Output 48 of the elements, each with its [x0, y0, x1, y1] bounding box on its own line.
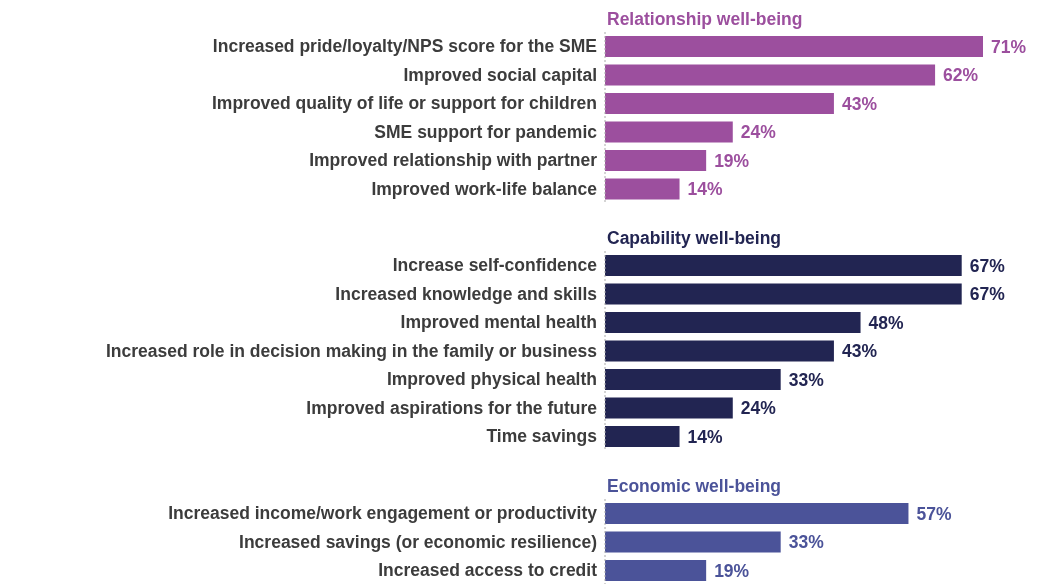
data-label: 33%	[788, 369, 825, 390]
chart-title: Capability well-being	[607, 227, 783, 249]
data-label: 24%	[740, 122, 777, 143]
data-label: 67%	[969, 255, 1006, 276]
bar	[605, 178, 680, 200]
data-label: 43%	[841, 341, 878, 362]
bar	[605, 149, 707, 171]
y-tick-label: Increased access to credit	[378, 559, 598, 580]
y-tick-label: SME support for pandemic	[374, 121, 598, 142]
chart-title: Relationship well-being	[607, 8, 804, 30]
data-label: 14%	[687, 426, 723, 447]
y-tick-label: Improved aspirations for the future	[306, 397, 598, 418]
data-label: 43%	[841, 93, 878, 114]
data-label: 71%	[991, 36, 1027, 57]
y-tick-label: Improved work-life balance	[371, 178, 598, 199]
y-tick-label: Improved mental health	[400, 312, 597, 333]
data-label: 14%	[687, 179, 723, 200]
bar	[605, 311, 861, 333]
bar	[605, 283, 962, 305]
data-label: 57%	[916, 503, 952, 524]
bar	[605, 397, 733, 419]
y-tick-label: Increased role in decision making in the family or business	[105, 340, 598, 361]
y-tick-label: Increased income/work engagement or productivity	[168, 502, 598, 523]
bar	[605, 368, 781, 390]
data-label: 67%	[969, 284, 1006, 305]
y-tick-label: Increased knowledge and skills	[335, 283, 598, 304]
y-tick-label: Improved relationship with partner	[309, 150, 598, 171]
y-tick-label: Improved social capital	[403, 64, 597, 85]
y-tick-label: Improved physical health	[386, 369, 597, 390]
data-label: 62%	[943, 65, 979, 86]
data-label: 48%	[868, 312, 905, 333]
bar	[605, 254, 962, 276]
bar	[605, 64, 936, 86]
data-label: 24%	[740, 398, 777, 419]
bar	[605, 35, 983, 57]
bar	[605, 425, 680, 447]
data-label: 19%	[714, 150, 750, 171]
data-label: 19%	[714, 560, 750, 581]
bar	[605, 121, 733, 143]
y-tick-label: Increase self-confidence	[392, 255, 598, 276]
data-label: 33%	[788, 531, 825, 552]
chart-title: Economic well-being	[607, 474, 783, 497]
y-tick-label: Increased pride/loyalty/NPS score for the SME	[212, 36, 597, 57]
bar	[605, 340, 834, 362]
y-tick-label: Time savings	[486, 426, 598, 447]
y-tick-label: Improved quality of life or support for children	[211, 93, 597, 114]
bar	[605, 92, 834, 114]
y-tick-label: Increased savings (or economic resilience)	[239, 531, 597, 552]
